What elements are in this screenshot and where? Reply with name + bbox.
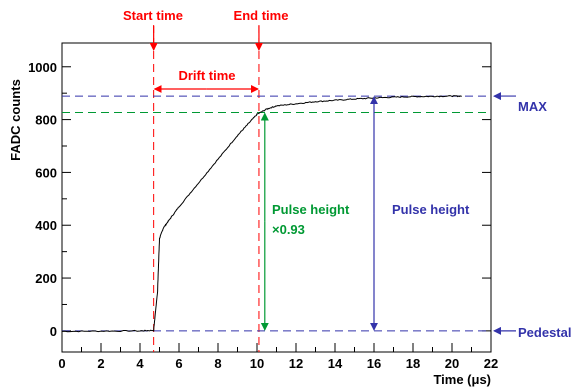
x-tick-label: 0 [58, 356, 65, 371]
y-tick-label: 600 [35, 165, 57, 180]
pulse-height-label: Pulse height [392, 202, 470, 217]
drift-time-label: Drift time [178, 68, 235, 83]
y-axis-label: FADC counts [8, 79, 23, 161]
x-tick-label: 8 [214, 356, 221, 371]
axis-tick-labels: 0 2 4 6 8 10 12 14 16 18 20 22 0 200 400 600 800 1000 [28, 60, 498, 371]
x-tick-label: 14 [328, 356, 343, 371]
y-tick-label: 400 [35, 218, 57, 233]
plot-frame [61, 42, 492, 353]
y-tick-label: 0 [50, 324, 57, 339]
x-tick-label: 10 [250, 356, 264, 371]
end-time-label: End time [234, 8, 289, 23]
axis-ticks [61, 66, 492, 352]
x-tick-label: 22 [484, 356, 498, 371]
y-tick-label: 200 [35, 271, 57, 286]
pulse-height-093-label-line1: Pulse height [272, 202, 350, 217]
start-time-label: Start time [123, 8, 183, 23]
max-label: MAX [518, 99, 547, 114]
x-tick-label: 18 [406, 356, 420, 371]
pulse-trace [61, 94, 462, 333]
x-axis-label: Time (μs) [433, 372, 491, 387]
y-tick-label: 800 [35, 113, 57, 128]
x-tick-label: 4 [136, 356, 144, 371]
x-tick-label: 6 [175, 356, 182, 371]
y-tick-label: 1000 [28, 60, 57, 75]
guide-lines [62, 25, 491, 352]
pedestal-label: Pedestal [518, 325, 571, 340]
x-tick-label: 16 [367, 356, 381, 371]
x-tick-label: 2 [97, 356, 104, 371]
arrows [149, 26, 516, 335]
x-tick-label: 20 [445, 356, 459, 371]
pulse-height-093-label-line2: ×0.93 [272, 222, 305, 237]
x-tick-label: 12 [289, 356, 303, 371]
